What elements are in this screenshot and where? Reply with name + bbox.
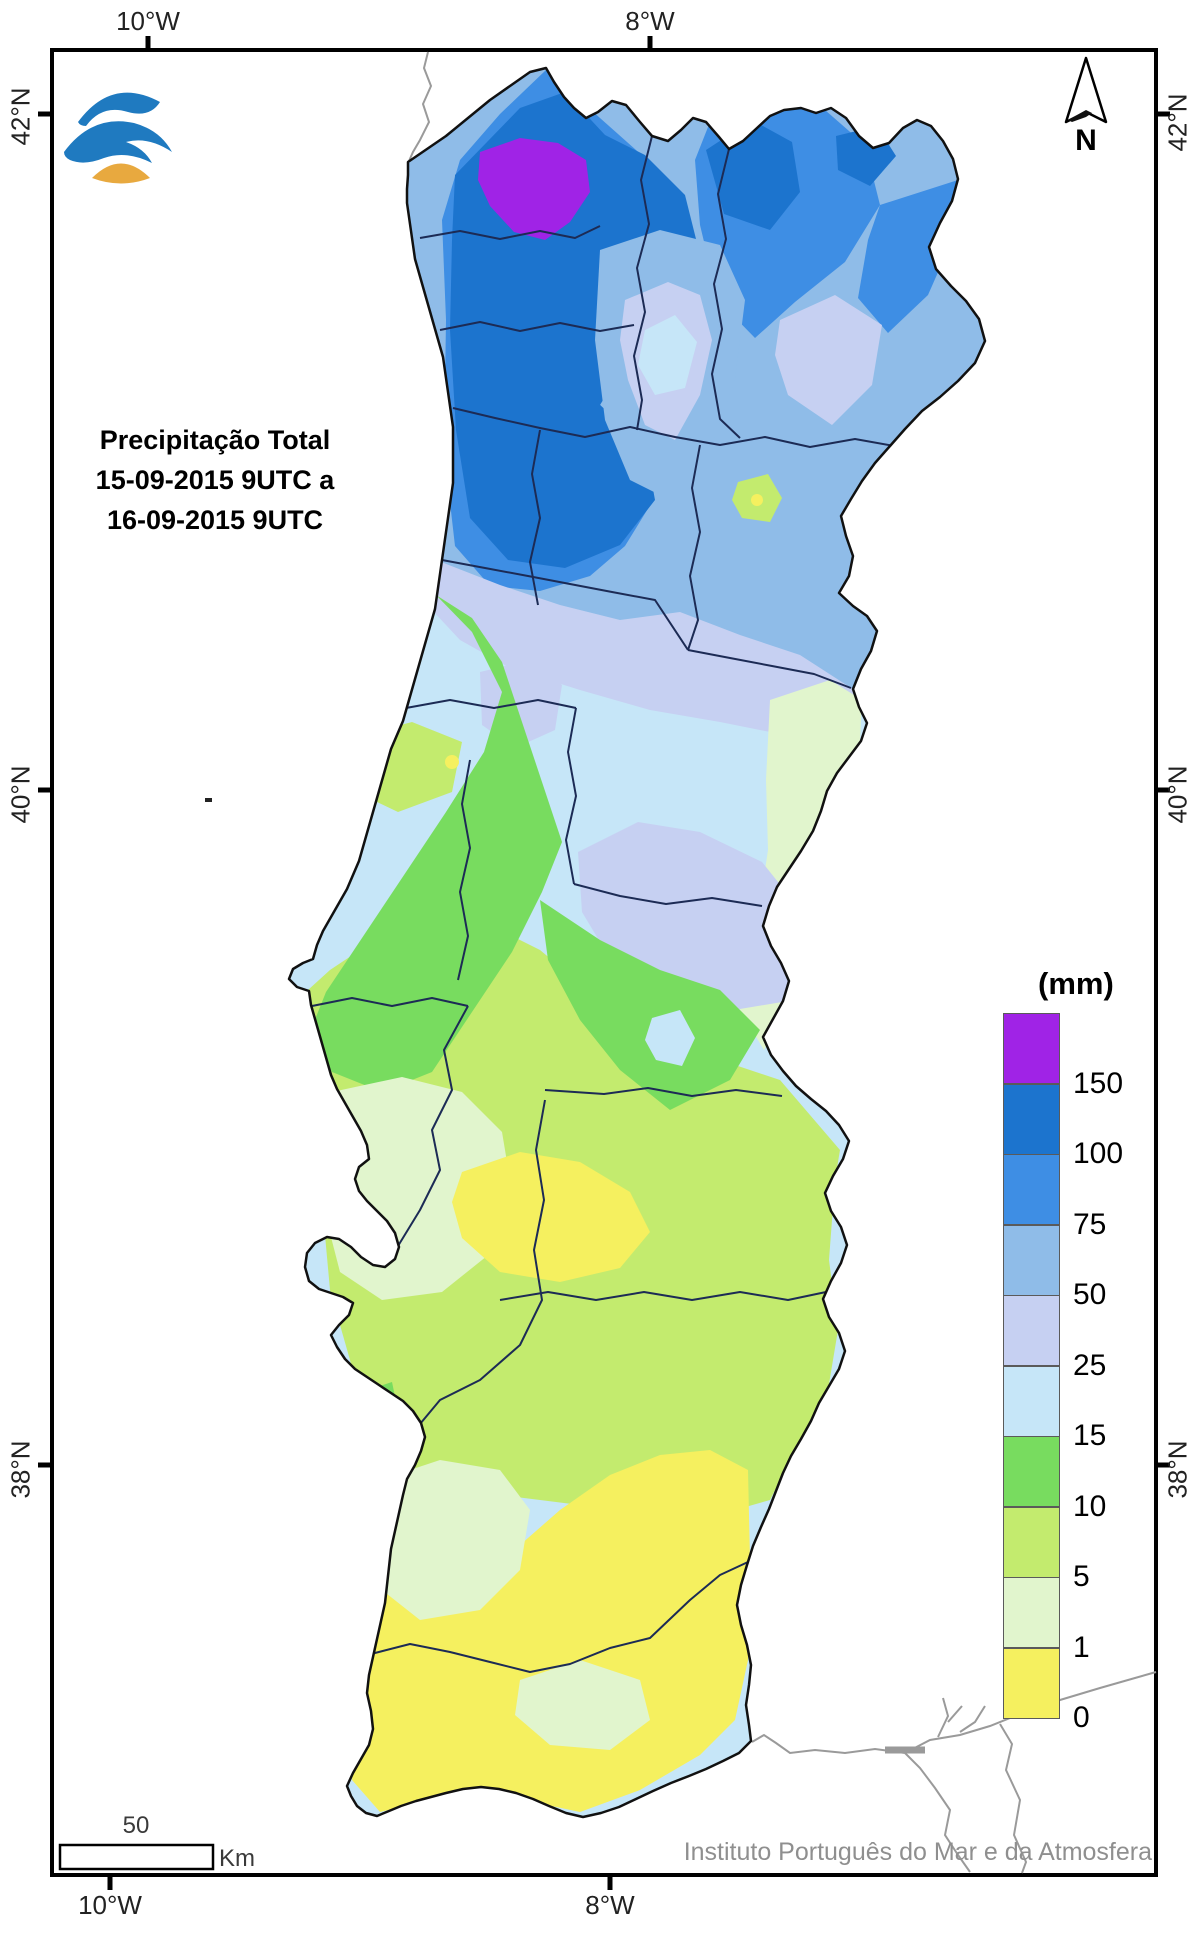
legend-label-50: 50 bbox=[1073, 1278, 1107, 1311]
north-arrow-label: N bbox=[1075, 124, 1097, 157]
district-boundaries bbox=[311, 135, 941, 1673]
legend-swatch-10 bbox=[1003, 1436, 1060, 1507]
precipitation-fills bbox=[289, 68, 985, 1817]
legend: 150 100 75 50 25 15 10 5 1 0 bbox=[1003, 1013, 1173, 1734]
lat-label-right-42n: 42°N bbox=[1162, 93, 1193, 152]
legend-swatch-50 bbox=[1003, 1224, 1060, 1296]
graticule-ticks bbox=[38, 36, 1170, 1890]
ipma-logo bbox=[64, 92, 172, 184]
legend-swatch-0 bbox=[1003, 1647, 1060, 1719]
lat-label-left-38n: 38°N bbox=[5, 1440, 36, 1499]
map-frame bbox=[50, 48, 1158, 1877]
map-title: Precipitação Total 15-09-2015 9UTC a 16-… bbox=[60, 420, 370, 540]
scale-bar-unit: Km bbox=[219, 1845, 255, 1872]
map-title-line-1: Precipitação Total bbox=[99, 425, 331, 455]
offshore-islet-mark bbox=[205, 798, 212, 802]
legend-swatch-15 bbox=[1003, 1365, 1060, 1437]
lon-label-top-8w: 8°W bbox=[625, 6, 675, 36]
portugal-coastline bbox=[287, 66, 987, 1819]
lon-label-bottom-8w: 8°W bbox=[585, 1890, 635, 1920]
legend-label-100: 100 bbox=[1073, 1137, 1124, 1170]
legend-label-75: 75 bbox=[1073, 1207, 1107, 1241]
lon-label-bottom-10w: 10°W bbox=[78, 1890, 142, 1920]
north-arrow-icon bbox=[1064, 56, 1108, 124]
legend-swatch-150 bbox=[1003, 1013, 1060, 1084]
legend-swatch-1 bbox=[1003, 1577, 1060, 1648]
legend-swatch-25 bbox=[1003, 1295, 1060, 1366]
legend-label-150: 150 bbox=[1073, 1066, 1124, 1100]
legend-swatch-75 bbox=[1003, 1154, 1060, 1225]
legend-label-1: 1 bbox=[1073, 1630, 1090, 1664]
lat-label-left-40n: 40°N bbox=[5, 765, 36, 824]
legend-swatch-5 bbox=[1003, 1506, 1060, 1578]
attribution: Instituto Português do Mar e da Atmosfer… bbox=[683, 1838, 1152, 1866]
scale-bar bbox=[58, 1843, 215, 1871]
legend-label-5: 5 bbox=[1073, 1560, 1090, 1593]
legend-label-10: 10 bbox=[1073, 1489, 1107, 1523]
scale-bar-distance: 50 bbox=[122, 1812, 150, 1839]
map-title-line-2: 15-09-2015 9UTC a bbox=[95, 465, 335, 495]
legend-label-15: 15 bbox=[1073, 1419, 1107, 1452]
legend-title: (mm) bbox=[1038, 966, 1114, 1001]
map-title-line-3: 16-09-2015 9UTC bbox=[106, 505, 324, 535]
lon-label-top-10w: 10°W bbox=[116, 6, 180, 36]
lat-label-left-42n: 42°N bbox=[5, 87, 36, 146]
lat-label-right-40n: 40°N bbox=[1162, 765, 1193, 824]
legend-label-25: 25 bbox=[1073, 1348, 1107, 1382]
legend-label-0: 0 bbox=[1073, 1701, 1090, 1734]
legend-swatch-100 bbox=[1003, 1083, 1060, 1155]
